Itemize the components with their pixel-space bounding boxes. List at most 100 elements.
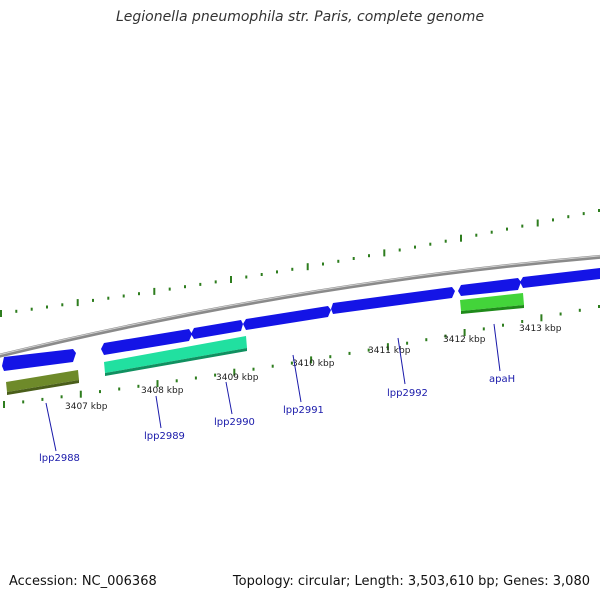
gene-label-lpp2991[interactable]: lpp2991: [283, 405, 324, 416]
kbp-label-3407: 3407 kbp: [65, 402, 108, 412]
scale-tick: [252, 367, 255, 371]
leader-line: [292, 354, 302, 403]
scale-tick: [3, 401, 5, 408]
gene-feature-olive[interactable]: [6, 370, 79, 392]
leader-line: [155, 395, 162, 429]
scale-tick: [61, 303, 64, 307]
scale-tick: [521, 320, 524, 323]
scale-tick: [233, 368, 236, 376]
scale-tick: [540, 314, 543, 322]
cds-arrow[interactable]: [2, 349, 76, 371]
scale-tick: [329, 355, 332, 359]
genome-backbone: [0, 254, 600, 358]
leader-line: [45, 402, 57, 452]
gene-label-lpp2988[interactable]: lpp2988: [39, 453, 80, 464]
leader-line: [225, 381, 233, 415]
scale-tick: [260, 273, 263, 276]
outer-tick-track: [0, 209, 600, 317]
leader-line: [493, 323, 501, 372]
gene-label-lpp2989[interactable]: lpp2989: [144, 431, 185, 442]
scale-tick: [482, 327, 485, 331]
scale-tick: [383, 249, 386, 257]
scale-tick: [271, 364, 274, 368]
scale-tick: [99, 390, 101, 394]
gene-feature-olive-shade: [7, 380, 79, 395]
scale-tick: [60, 395, 63, 399]
scale-tick: [184, 285, 186, 289]
gene-label-apaH[interactable]: apaH: [489, 374, 515, 385]
scale-tick: [475, 233, 478, 237]
scale-tick: [490, 230, 493, 234]
gene-feature-teal-shade: [105, 348, 247, 376]
cds-arrow[interactable]: [243, 306, 331, 330]
cds-arrow[interactable]: [101, 329, 192, 355]
scale-tick: [156, 380, 159, 388]
scale-tick: [276, 270, 278, 274]
gene-feature-teal[interactable]: [104, 336, 247, 373]
scale-tick: [245, 275, 248, 279]
kbp-label-3409: 3409 kbp: [216, 373, 259, 383]
scale-tick: [506, 227, 508, 231]
kbp-label-3411: 3411 kbp: [368, 346, 411, 356]
scale-tick: [414, 245, 416, 249]
scale-tick: [107, 296, 110, 300]
scale-tick: [398, 248, 401, 252]
scale-tick: [429, 242, 432, 246]
accession-text: Accession: NC_006368: [9, 574, 157, 589]
scale-tick: [290, 361, 293, 365]
gene-label-lpp2990[interactable]: lpp2990: [214, 417, 255, 428]
gene-feature-green-shade: [461, 305, 524, 314]
scale-tick: [425, 338, 428, 342]
scale-tick: [122, 294, 125, 298]
scale-tick: [118, 387, 121, 391]
scale-tick: [352, 257, 355, 260]
kbp-label-3412: 3412 kbp: [443, 335, 486, 345]
scale-tick: [567, 215, 570, 219]
scale-tick: [348, 351, 351, 355]
scale-tick: [214, 280, 217, 284]
scale-tick: [168, 287, 171, 291]
inner-tick-track: [3, 305, 600, 408]
scale-tick: [578, 308, 581, 312]
scale-tick: [137, 384, 140, 388]
scale-tick: [598, 209, 600, 212]
scale-tick: [79, 390, 82, 398]
scale-tick: [92, 298, 94, 302]
kbp-label-3413: 3413 kbp: [519, 324, 562, 334]
scale-tick: [368, 254, 370, 258]
scale-tick: [322, 262, 324, 266]
scale-tick: [30, 307, 33, 311]
scale-tick: [310, 356, 313, 364]
scale-tick: [214, 373, 217, 377]
cds-arrow[interactable]: [191, 320, 243, 339]
scale-tick: [138, 292, 140, 296]
scale-tick: [199, 282, 202, 286]
cds-arrow[interactable]: [458, 278, 521, 296]
gene-label-lpp2992[interactable]: lpp2992: [387, 388, 428, 399]
scale-tick: [598, 305, 600, 308]
cds-arrow[interactable]: [331, 287, 455, 314]
scale-tick: [194, 376, 197, 380]
scale-tick: [444, 334, 447, 338]
scale-tick: [41, 397, 44, 401]
gene-feature-green[interactable]: [460, 293, 524, 311]
scale-tick: [444, 239, 447, 243]
scale-tick: [386, 343, 389, 351]
scale-tick: [175, 379, 178, 383]
scale-tick: [46, 305, 48, 309]
scale-tick: [230, 276, 232, 283]
kbp-label-3408: 3408 kbp: [141, 386, 184, 396]
scale-tick: [0, 310, 2, 317]
scale-tick: [521, 224, 524, 228]
map-title: Legionella pneumophila str. Paris, compl…: [115, 9, 485, 25]
scale-tick: [15, 309, 18, 313]
leader-line: [397, 337, 406, 385]
kbp-label-3410: 3410 kbp: [292, 359, 335, 369]
scale-tick: [76, 299, 79, 307]
scale-tick: [502, 323, 504, 327]
genome-backbone-highlight: [0, 255, 600, 356]
scale-tick: [536, 219, 539, 227]
cds-arrow[interactable]: [520, 268, 600, 288]
scale-tick: [559, 312, 562, 316]
scale-tick: [291, 267, 294, 271]
